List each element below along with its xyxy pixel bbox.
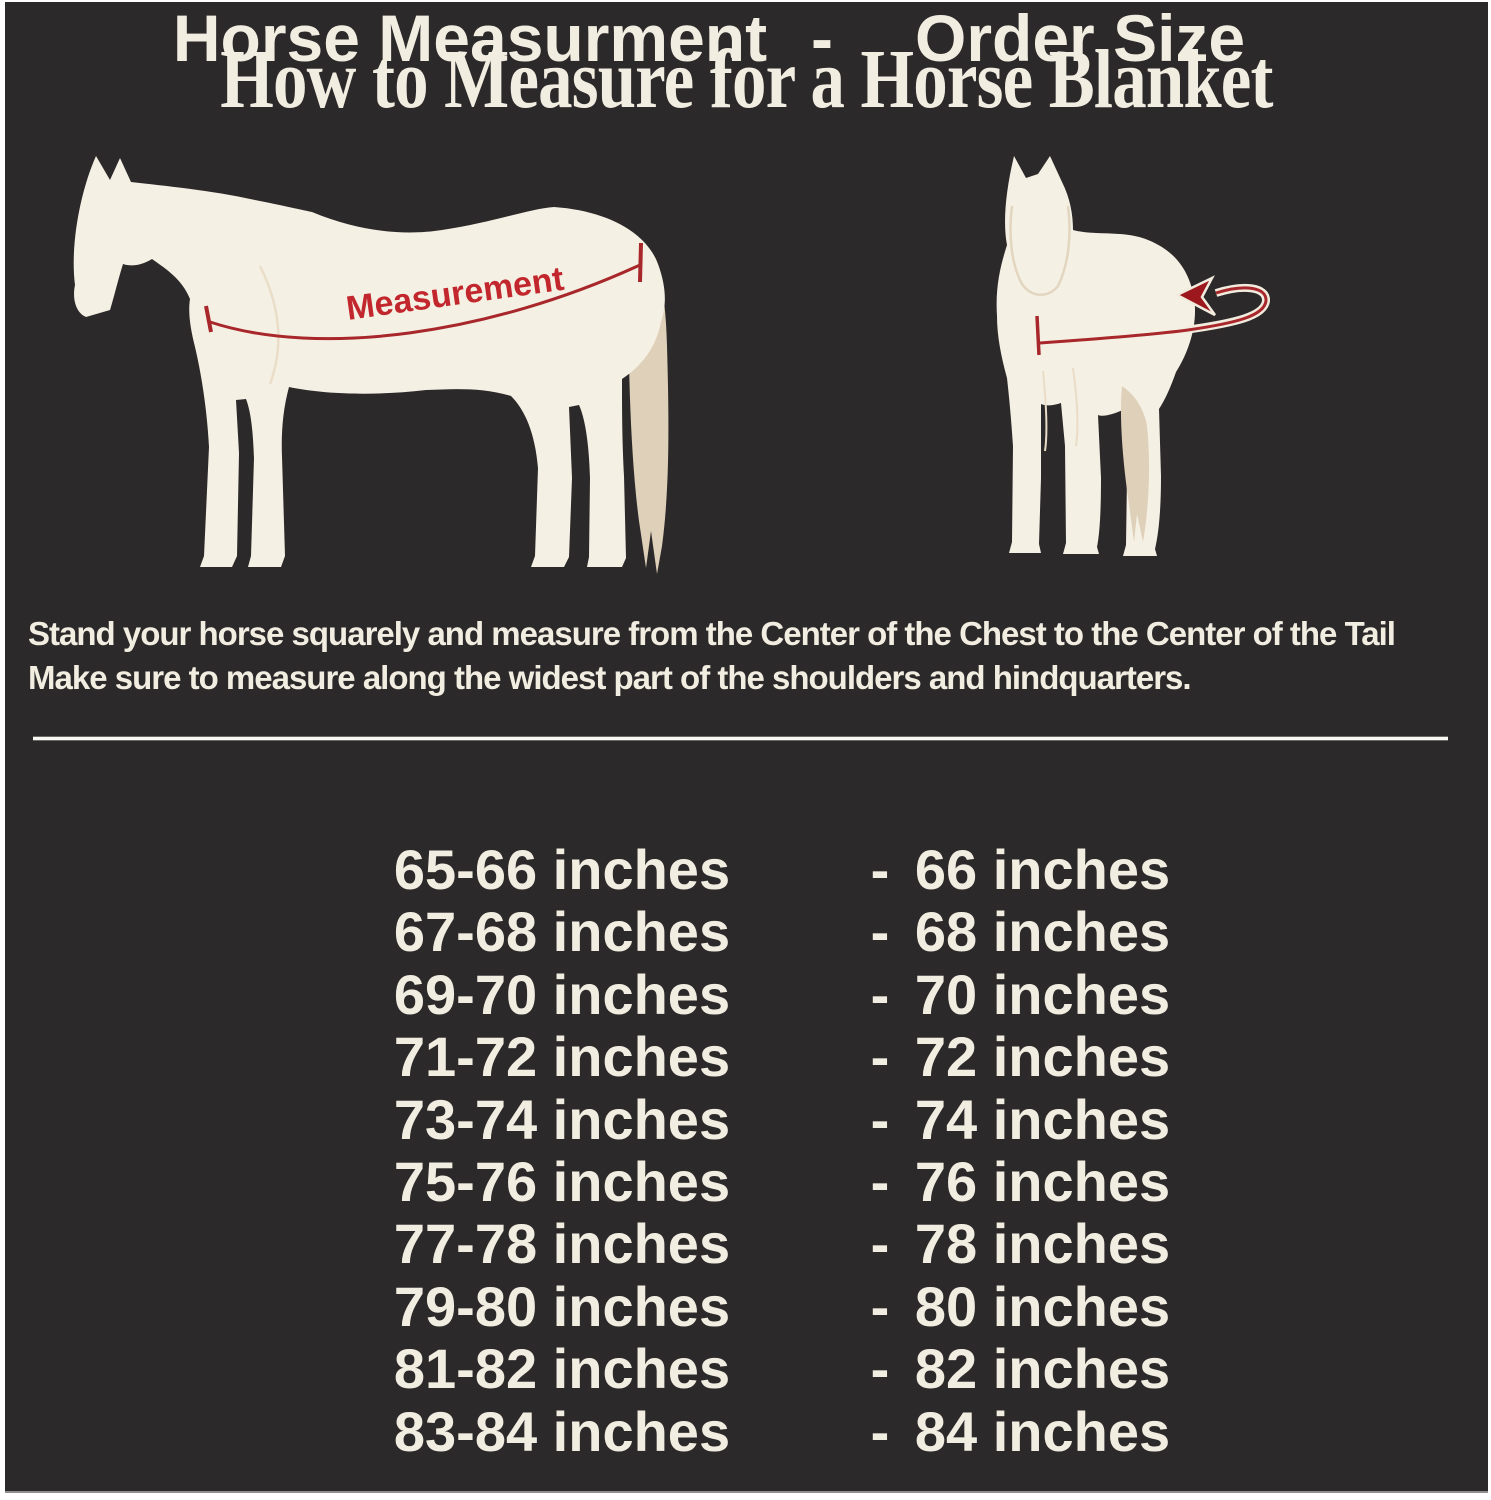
row-separator-dash: - xyxy=(870,1274,890,1338)
girth-tick-chest xyxy=(1035,315,1041,356)
size-rows: 65-66 inches - 66 inches 67-68 inches - … xyxy=(5,838,1488,1463)
size-chart-row: 75-76 inches - 76 inches xyxy=(5,1149,1488,1213)
horse-measurement-value: 69-70 inches xyxy=(393,962,731,1026)
order-size-value: 78 inches xyxy=(914,1212,1171,1276)
horse-measurement-value: 79-80 inches xyxy=(393,1274,731,1338)
instruction-line-1: Stand your horse squarely and measure fr… xyxy=(28,615,1396,652)
size-chart-row: 65-66 inches - 66 inches xyxy=(5,838,1488,901)
row-separator-dash: - xyxy=(870,900,890,964)
horse-measurement-value: 65-66 inches xyxy=(393,838,731,901)
horse-measurement-value: 75-76 inches xyxy=(393,1149,731,1213)
order-size-value: 82 inches xyxy=(914,1337,1171,1401)
girth-arrowhead xyxy=(1174,275,1217,317)
horse-measurement-value: 67-68 inches xyxy=(393,900,731,964)
row-separator-dash: - xyxy=(870,1149,890,1213)
row-separator-dash: - xyxy=(870,838,890,901)
order-size-value: 84 inches xyxy=(914,1399,1171,1463)
horse-shoulder-line xyxy=(258,265,280,385)
hind-leg-shading xyxy=(1120,386,1150,542)
face-cheek-line xyxy=(1056,205,1071,287)
header-horse-measurement: Horse Measurment xyxy=(172,1,768,75)
size-chart-row: 81-82 inches - 82 inches xyxy=(5,1337,1488,1401)
horse-measurement-value: 77-78 inches xyxy=(393,1212,731,1276)
instruction-line-2: Make sure to measure along the widest pa… xyxy=(28,659,1192,696)
horse-measurement-value: 71-72 inches xyxy=(393,1025,731,1089)
header-separator-dash: - xyxy=(811,1,833,75)
order-size-value: 70 inches xyxy=(914,962,1171,1026)
header-order-size: Order Size xyxy=(915,1,1246,75)
measurement-tick-tail xyxy=(638,242,643,283)
order-size-value: 66 inches xyxy=(914,838,1171,901)
section-divider xyxy=(33,737,1448,740)
order-size-value: 68 inches xyxy=(914,900,1171,964)
measurement-tick-chest xyxy=(204,305,213,333)
size-chart-row: 79-80 inches - 80 inches xyxy=(5,1274,1488,1338)
size-chart: Horse Measurment - Order Size 65-66 inch… xyxy=(5,2,1488,1491)
chest-muscle-line-left xyxy=(1042,370,1048,452)
size-chart-row: 73-74 inches - 74 inches xyxy=(5,1087,1488,1151)
order-size-value: 76 inches xyxy=(914,1149,1171,1213)
size-chart-row: 83-84 inches - 84 inches xyxy=(5,1399,1488,1463)
horse-measurement-value: 73-74 inches xyxy=(393,1087,731,1151)
row-separator-dash: - xyxy=(870,1212,890,1276)
size-chart-row: 69-70 inches - 70 inches xyxy=(5,962,1488,1026)
page-title: How to Measure for a Horse Blanket xyxy=(220,33,1273,126)
side-horse-illustration: Measurement xyxy=(73,156,669,574)
horse-measurement-value: 81-82 inches xyxy=(393,1337,731,1401)
size-chart-row: 71-72 inches - 72 inches xyxy=(5,1025,1488,1089)
row-separator-dash: - xyxy=(870,1337,890,1401)
horse-body xyxy=(73,156,665,567)
row-separator-dash: - xyxy=(870,1399,890,1463)
girth-line xyxy=(1039,286,1268,345)
size-chart-row: 77-78 inches - 78 inches xyxy=(5,1212,1488,1276)
size-chart-row: 67-68 inches - 68 inches xyxy=(5,900,1488,964)
face-jaw-line xyxy=(1009,205,1059,296)
front-horse-illustration xyxy=(996,156,1270,556)
horse-measurement-value: 83-84 inches xyxy=(393,1399,731,1463)
infographic-panel: How to Measure for a Horse Blanket Measu… xyxy=(5,2,1488,1493)
measuring-instructions: Stand your horse squarely and measure fr… xyxy=(28,612,1476,700)
row-separator-dash: - xyxy=(870,1087,890,1151)
order-size-value: 74 inches xyxy=(914,1087,1171,1151)
measurement-line xyxy=(209,263,641,341)
size-chart-header: Horse Measurment - Order Size xyxy=(5,2,1488,74)
order-size-value: 72 inches xyxy=(914,1025,1171,1089)
chest-muscle-line-right xyxy=(1072,367,1079,447)
row-separator-dash: - xyxy=(870,1025,890,1089)
row-separator-dash: - xyxy=(870,962,890,1026)
order-size-value: 80 inches xyxy=(914,1274,1171,1338)
